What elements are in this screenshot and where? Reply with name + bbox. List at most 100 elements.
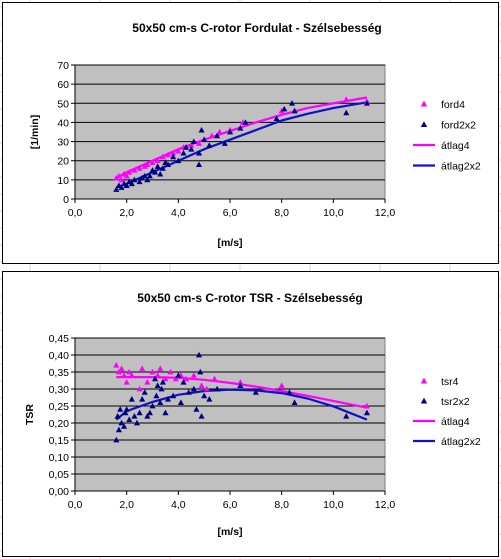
data-point-tsr2x2 xyxy=(118,419,125,426)
data-point-ford4 xyxy=(141,163,148,169)
data-point-tsr2x2 xyxy=(157,399,164,405)
data-point-ford2x2 xyxy=(201,136,208,143)
data-point-tsr2x2 xyxy=(139,396,146,402)
data-point-tsr2x2 xyxy=(175,372,182,378)
data-point-ford2x2 xyxy=(190,138,197,144)
data-point-tsr4 xyxy=(136,385,143,392)
data-point-tsr4 xyxy=(203,385,210,392)
data-point-ford2x2 xyxy=(113,186,120,192)
y-tick-label: 30 xyxy=(57,137,69,149)
data-point-ford4 xyxy=(113,174,120,181)
data-point-ford2x2 xyxy=(237,124,244,131)
data-point-tsr2x2 xyxy=(164,396,172,402)
x-tick-label: 12,0 xyxy=(375,499,396,511)
data-point-tsr2x2 xyxy=(146,409,153,416)
data-point-ford4 xyxy=(131,167,138,173)
y-tick-label: 0,20 xyxy=(49,418,70,430)
data-point-tsr4 xyxy=(149,368,156,375)
data-point-tsr4 xyxy=(126,368,133,375)
legend-marker xyxy=(420,121,428,128)
y-tick-label: 40 xyxy=(57,117,69,129)
data-point-ford2x2 xyxy=(183,144,190,150)
data-point-ford4 xyxy=(136,165,143,171)
data-point-tsr2x2 xyxy=(136,409,143,416)
data-point-tsr2x2 xyxy=(286,389,293,395)
data-point-tsr2x2 xyxy=(122,409,129,416)
data-point-ford4 xyxy=(170,149,177,156)
data-point-tsr2x2 xyxy=(159,379,166,385)
trend-line-átlag2x2 xyxy=(115,388,368,421)
y-tick-label: 20 xyxy=(57,156,69,168)
data-point-tsr4 xyxy=(113,362,120,368)
data-point-ford4 xyxy=(216,128,223,135)
y-tick-label: 50 xyxy=(57,98,69,110)
x-tick-label: 10,0 xyxy=(323,499,344,511)
data-point-ford2x2 xyxy=(288,100,296,106)
data-point-tsr4 xyxy=(157,365,164,371)
data-point-ford2x2 xyxy=(175,157,182,164)
data-point-ford2x2 xyxy=(214,132,221,139)
x-tick-label: 0,0 xyxy=(68,207,83,219)
data-point-tsr4 xyxy=(139,365,146,371)
data-point-tsr2x2 xyxy=(154,382,161,388)
x-tick-label: 0,0 xyxy=(68,499,83,511)
data-point-ford4 xyxy=(144,161,151,167)
data-point-tsr2x2 xyxy=(121,423,128,429)
data-point-ford2x2 xyxy=(146,172,153,179)
data-point-ford2x2 xyxy=(139,174,146,181)
data-point-tsr2x2 xyxy=(128,396,135,402)
legend-label: tsr2x2 xyxy=(441,396,470,408)
data-point-tsr4 xyxy=(172,375,179,382)
data-point-tsr2x2 xyxy=(343,413,350,419)
x-axis-label: [m/s] xyxy=(217,526,242,538)
data-point-tsr4 xyxy=(167,368,174,375)
legend-label: átlag4 xyxy=(441,416,470,428)
data-point-tsr4 xyxy=(121,372,128,378)
legend-label: ford2x2 xyxy=(441,120,476,132)
data-point-tsr4 xyxy=(128,372,135,378)
y-tick-label: 0,25 xyxy=(49,401,70,413)
data-point-tsr2x2 xyxy=(126,416,133,422)
data-point-tsr2x2 xyxy=(117,406,124,412)
data-point-ford4 xyxy=(149,159,156,166)
data-point-tsr2x2 xyxy=(177,399,184,405)
data-point-ford2x2 xyxy=(343,109,350,116)
data-point-ford2x2 xyxy=(188,146,195,152)
y-tick-label: 0,35 xyxy=(49,367,70,379)
data-point-tsr2x2 xyxy=(131,413,138,419)
data-point-ford4 xyxy=(164,151,172,158)
data-point-tsr2x2 xyxy=(170,392,177,399)
data-point-tsr2x2 xyxy=(114,413,121,419)
x-tick-label: 8,0 xyxy=(274,207,289,219)
y-tick-label: 0,40 xyxy=(49,350,70,362)
chart-panel-tsr[interactable]: 50x50 cm-s C-rotor TSR - Szélsebesség 0,0… xyxy=(2,271,499,557)
data-point-ford2x2 xyxy=(273,115,280,121)
data-point-tsr4 xyxy=(115,368,122,375)
data-point-ford4 xyxy=(343,96,350,102)
data-point-tsr2x2 xyxy=(152,375,159,382)
legend-marker xyxy=(420,100,428,107)
data-point-tsr4 xyxy=(118,365,125,371)
data-point-ford4 xyxy=(123,172,130,179)
data-point-tsr2x2 xyxy=(113,436,120,443)
data-point-tsr2x2 xyxy=(195,351,203,358)
data-point-tsr4 xyxy=(183,375,190,382)
data-point-tsr2x2 xyxy=(198,413,205,419)
data-point-tsr2x2 xyxy=(162,409,169,416)
legend-label: átlag4 xyxy=(441,140,470,152)
data-point-ford4 xyxy=(195,140,203,146)
data-point-ford2x2 xyxy=(123,182,130,188)
chart-panel-rpm[interactable]: 50x50 cm-s C-rotor Fordulat - Szélsebess… xyxy=(2,2,499,264)
y-axis-label: [1/min] xyxy=(29,115,41,149)
x-axis-label: [m/s] xyxy=(217,237,242,249)
data-point-tsr4 xyxy=(363,402,370,409)
data-point-ford2x2 xyxy=(221,140,228,146)
tsr-chart: 50x50 cm-s C-rotor TSR - Szélsebesség 0,0… xyxy=(24,291,481,538)
legend-label: ford4 xyxy=(441,99,465,111)
data-point-tsr4 xyxy=(154,372,161,378)
y-tick-label: 0,15 xyxy=(49,435,70,447)
data-point-ford4 xyxy=(208,132,215,139)
rpm-chart: 50x50 cm-s C-rotor Fordulat - Szélsebess… xyxy=(29,21,481,249)
data-point-ford2x2 xyxy=(144,176,151,183)
data-point-tsr2x2 xyxy=(153,392,160,399)
